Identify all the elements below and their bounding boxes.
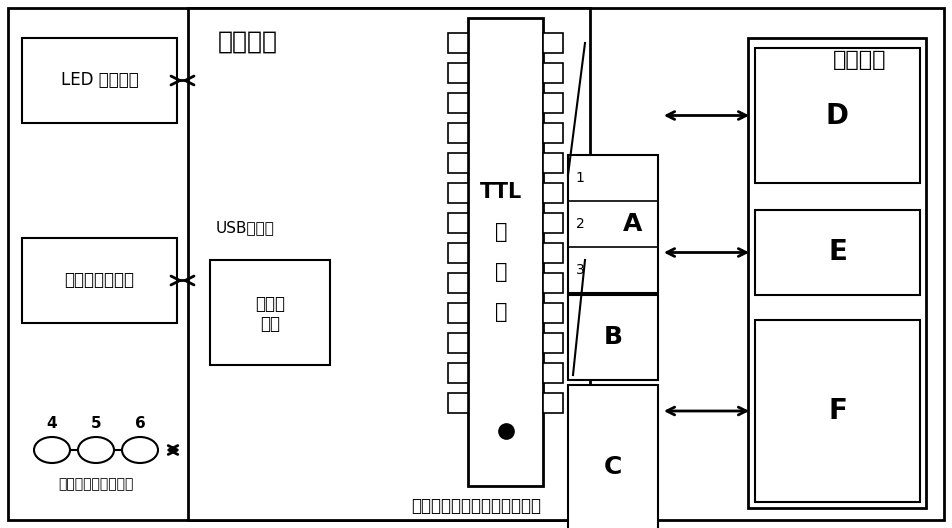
Bar <box>543 183 563 203</box>
Bar <box>22 238 177 323</box>
Bar <box>448 183 468 203</box>
Bar <box>448 33 468 53</box>
Bar <box>543 93 563 113</box>
Bar <box>468 18 543 486</box>
Bar <box>755 48 920 183</box>
Bar <box>568 155 658 293</box>
Bar <box>448 93 468 113</box>
Text: 6: 6 <box>134 416 146 431</box>
Bar <box>188 8 590 520</box>
Bar <box>448 153 468 173</box>
Text: 2: 2 <box>576 217 585 231</box>
Text: D: D <box>826 101 849 129</box>
Bar <box>543 153 563 173</box>
Bar <box>448 273 468 293</box>
Bar <box>448 393 468 413</box>
Text: 芯: 芯 <box>495 262 507 282</box>
Text: 理器: 理器 <box>260 316 280 334</box>
Bar <box>543 333 563 353</box>
Bar <box>22 38 177 123</box>
Bar <box>448 243 468 263</box>
Text: 3: 3 <box>576 263 585 277</box>
Text: LED 显示模块: LED 显示模块 <box>61 71 138 90</box>
Bar <box>448 63 468 83</box>
Bar <box>448 303 468 323</box>
Text: 片: 片 <box>495 302 507 322</box>
Bar <box>543 63 563 83</box>
Bar <box>448 123 468 143</box>
Text: 1: 1 <box>576 171 585 185</box>
Bar <box>543 123 563 143</box>
Bar <box>543 303 563 323</box>
Text: 4: 4 <box>47 416 57 431</box>
Text: 中央处: 中央处 <box>255 296 285 314</box>
Ellipse shape <box>122 437 158 463</box>
Bar <box>543 393 563 413</box>
Text: 一种西数硬盘电路板检测设备: 一种西数硬盘电路板检测设备 <box>411 497 541 515</box>
Text: A: A <box>624 212 643 236</box>
Text: 控制主板: 控制主板 <box>218 30 278 54</box>
Bar <box>543 273 563 293</box>
Bar <box>210 260 330 365</box>
Text: TTL: TTL <box>481 182 523 202</box>
Bar <box>543 243 563 263</box>
Ellipse shape <box>78 437 114 463</box>
Text: 西数硬盘: 西数硬盘 <box>833 50 886 70</box>
Text: C: C <box>604 456 623 479</box>
Bar <box>755 210 920 295</box>
Bar <box>543 363 563 383</box>
Bar <box>448 213 468 233</box>
Bar <box>543 213 563 233</box>
Text: 主: 主 <box>495 222 507 242</box>
Bar <box>755 320 920 502</box>
Text: E: E <box>828 239 847 267</box>
Bar <box>448 333 468 353</box>
Bar <box>448 363 468 383</box>
Ellipse shape <box>34 437 70 463</box>
Text: F: F <box>828 397 847 425</box>
Text: B: B <box>604 325 623 350</box>
Bar <box>543 33 563 53</box>
Bar <box>568 295 658 380</box>
Text: 硬盘状态电指示灯组: 硬盘状态电指示灯组 <box>58 477 133 491</box>
Bar <box>748 38 926 508</box>
Text: 5: 5 <box>90 416 101 431</box>
Text: 小键盘输入模块: 小键盘输入模块 <box>65 271 134 289</box>
Bar <box>568 385 658 528</box>
Text: USB接线位: USB接线位 <box>216 221 275 235</box>
